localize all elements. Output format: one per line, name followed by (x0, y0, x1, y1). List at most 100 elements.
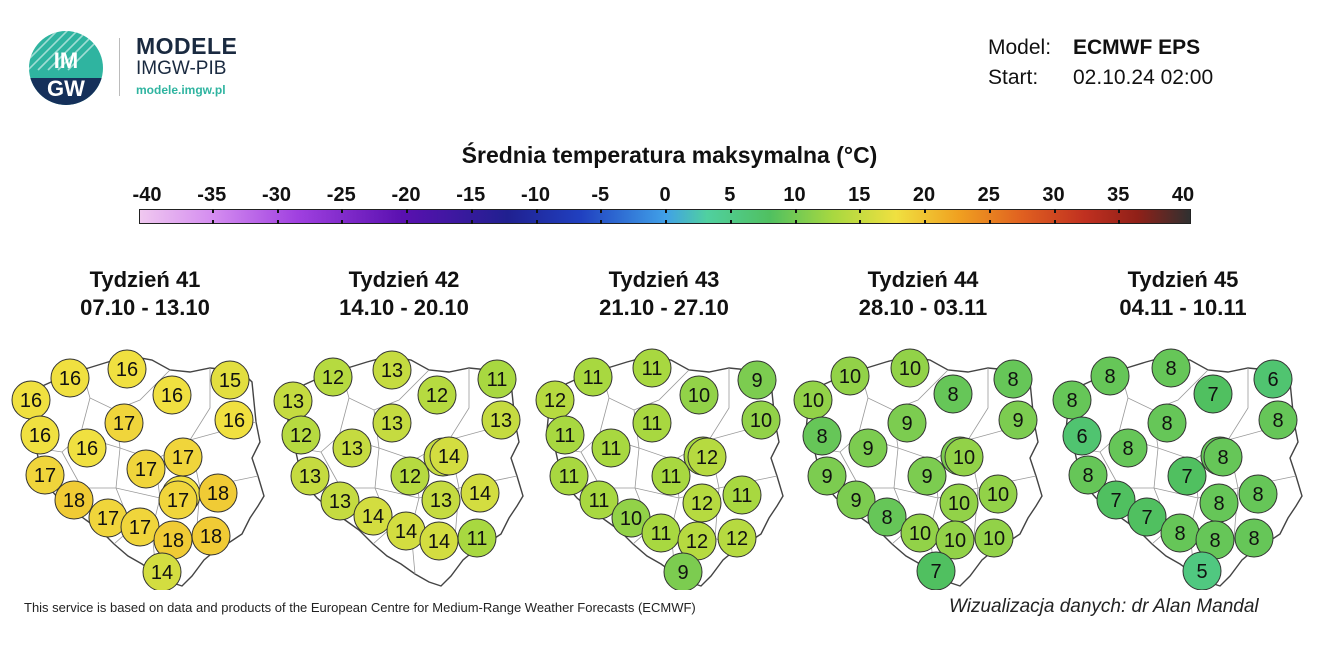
week-45-title: Tydzień 45 04.11 - 10.11 (1063, 266, 1303, 322)
temperature-marker (126, 449, 166, 489)
temperature-value: 17 (167, 490, 189, 512)
temperature-marker (682, 483, 722, 523)
temperature-value: 9 (821, 466, 832, 488)
temperature-value: 10 (953, 447, 975, 469)
colorbar-tick (665, 209, 667, 213)
temperature-value: 11 (555, 425, 576, 447)
colorbar-tick-label: 5 (724, 184, 736, 206)
temperature-value: 18 (200, 526, 222, 548)
colorbar-tick-label: 25 (977, 184, 1000, 206)
colorbar-tick (1118, 209, 1121, 213)
colorbar-tick (794, 209, 797, 213)
temperature-marker (1108, 428, 1148, 468)
temperature-marker (1052, 380, 1092, 420)
imgw-logo: IM GW (29, 31, 103, 105)
temperature-value: 12 (290, 425, 312, 447)
week-map: 1213121113131312131313121413141314141411 (273, 350, 524, 587)
temperature-marker (429, 436, 469, 476)
temperature-value: 12 (544, 390, 566, 412)
colorbar-tick (924, 209, 926, 213)
week-label: Tydzień 41 (89, 267, 201, 292)
week-dates: 28.10 - 03.11 (858, 295, 988, 320)
temperature-marker (67, 428, 107, 468)
temperature-value: 18 (207, 483, 229, 505)
colorbar-tick (988, 209, 991, 213)
temperature-marker (549, 456, 589, 496)
temperature-marker (320, 481, 360, 521)
colorbar-tick-label: 30 (1042, 184, 1065, 206)
temperature-value: 10 (750, 410, 772, 432)
temperature-value: 14 (428, 531, 450, 553)
temperature-marker (25, 455, 65, 495)
temperature-marker (573, 357, 613, 397)
temperature-value: 8 (1007, 369, 1018, 391)
colorbar-tick-label: 35 (1107, 184, 1130, 206)
colorbar-tick-label: -40 (132, 184, 162, 206)
temperature-marker (579, 480, 619, 520)
temperature-value: 11 (583, 367, 604, 389)
week-map: 1111109121110111111111112111012111112129 (535, 348, 784, 590)
temperature-value: 9 (751, 370, 762, 392)
colorbar-tick (729, 209, 732, 213)
temperature-marker (867, 497, 907, 537)
temperature-marker (421, 480, 461, 520)
temperature-value: 13 (381, 413, 403, 435)
temperature-marker (152, 375, 192, 415)
temperature-value: 6 (1076, 426, 1087, 448)
temperature-value: 8 (1272, 410, 1283, 432)
brand-name: MODELE (136, 33, 238, 59)
colorbar-tick (211, 220, 214, 224)
temperature-value: 11 (589, 490, 610, 512)
temperature-marker (632, 348, 672, 388)
week-label: Tydzień 44 (867, 267, 979, 292)
temperature-value: 17 (113, 413, 135, 435)
temperature-value: 11 (651, 523, 672, 545)
temperature-marker (142, 552, 182, 590)
temperature-value: 13 (490, 410, 512, 432)
temperature-marker (1203, 437, 1243, 477)
temperature-value: 11 (559, 466, 580, 488)
temperature-value: 7 (1181, 466, 1192, 488)
temperature-value: 8 (947, 384, 958, 406)
brand-url-link[interactable]: modele.imgw.pl (136, 83, 226, 97)
temperature-marker (417, 375, 457, 415)
week-42-title: Tydzień 42 14.10 - 20.10 (284, 266, 524, 322)
temperature-marker (1151, 348, 1191, 388)
temperature-value: 12 (686, 531, 708, 553)
temperature-value: 16 (116, 359, 138, 381)
temperature-value: 7 (1141, 507, 1152, 529)
week-44-title: Tydzień 44 28.10 - 03.11 (803, 266, 1043, 322)
temperature-value: 9 (1012, 410, 1023, 432)
temperature-value: 18 (63, 490, 85, 512)
temperature-value: 12 (726, 528, 748, 550)
temperature-marker (332, 428, 372, 468)
colorbar-tick (1053, 209, 1056, 213)
colorbar-tick (600, 209, 603, 213)
temperature-value: 7 (1207, 384, 1218, 406)
temperature-marker (679, 375, 719, 415)
temperature-marker (944, 437, 984, 477)
temperature-value: 11 (642, 413, 663, 435)
temperature-marker (836, 480, 876, 520)
temperature-value: 10 (839, 366, 861, 388)
temperature-marker (848, 428, 888, 468)
ecmwf-attribution: This service is based on data and produc… (24, 600, 696, 615)
colorbar-tick (600, 220, 603, 224)
temperature-marker (477, 359, 517, 399)
temperature-value: 6 (1267, 369, 1278, 391)
temperature-value: 8 (1174, 523, 1185, 545)
temperature-value: 11 (732, 485, 753, 507)
temperature-value: 8 (1252, 484, 1263, 506)
temperature-marker (1234, 518, 1274, 558)
week-map: 1616161516171616161717171618171718171818… (11, 349, 265, 590)
temperature-value: 17 (172, 447, 194, 469)
temperature-value: 12 (399, 466, 421, 488)
colorbar-tick-label: -5 (591, 184, 610, 206)
brand-subtitle: IMGW-PIB (136, 58, 227, 79)
temperature-value: 10 (983, 528, 1005, 550)
temperature-value: 10 (688, 385, 710, 407)
model-value: ECMWF EPS (1073, 36, 1201, 59)
temperature-marker (281, 415, 321, 455)
temperature-value: 17 (135, 459, 157, 481)
temperature-marker (916, 551, 956, 590)
